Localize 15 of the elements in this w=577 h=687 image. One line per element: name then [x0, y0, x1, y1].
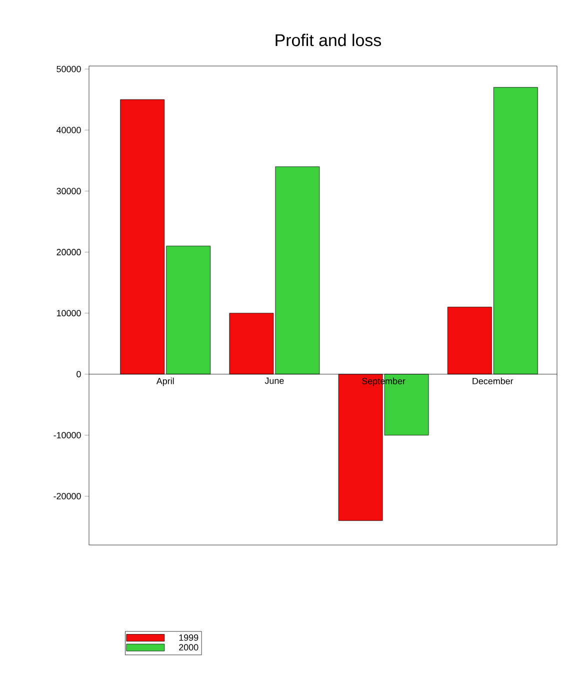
- y-tick-label: 10000: [56, 310, 81, 316]
- x-tick-label: June: [264, 378, 284, 384]
- x-tick-label: September: [362, 378, 406, 386]
- legend-label: 2000: [179, 644, 198, 650]
- y-tick-label: 30000: [56, 188, 81, 194]
- y-tick-label: -10000: [54, 432, 81, 438]
- y-tick-label: 50000: [56, 66, 81, 72]
- y-tick-label: 0: [76, 370, 81, 378]
- y-tick-label: 40000: [56, 126, 81, 134]
- x-tick-label: December: [472, 378, 514, 384]
- legend-label: 1999: [179, 634, 198, 641]
- chart-title: Profit and loss: [276, 34, 382, 46]
- y-tick-label: 20000: [56, 248, 81, 256]
- x-tick-label: April: [156, 378, 174, 386]
- y-tick-label: -20000: [54, 493, 81, 500]
